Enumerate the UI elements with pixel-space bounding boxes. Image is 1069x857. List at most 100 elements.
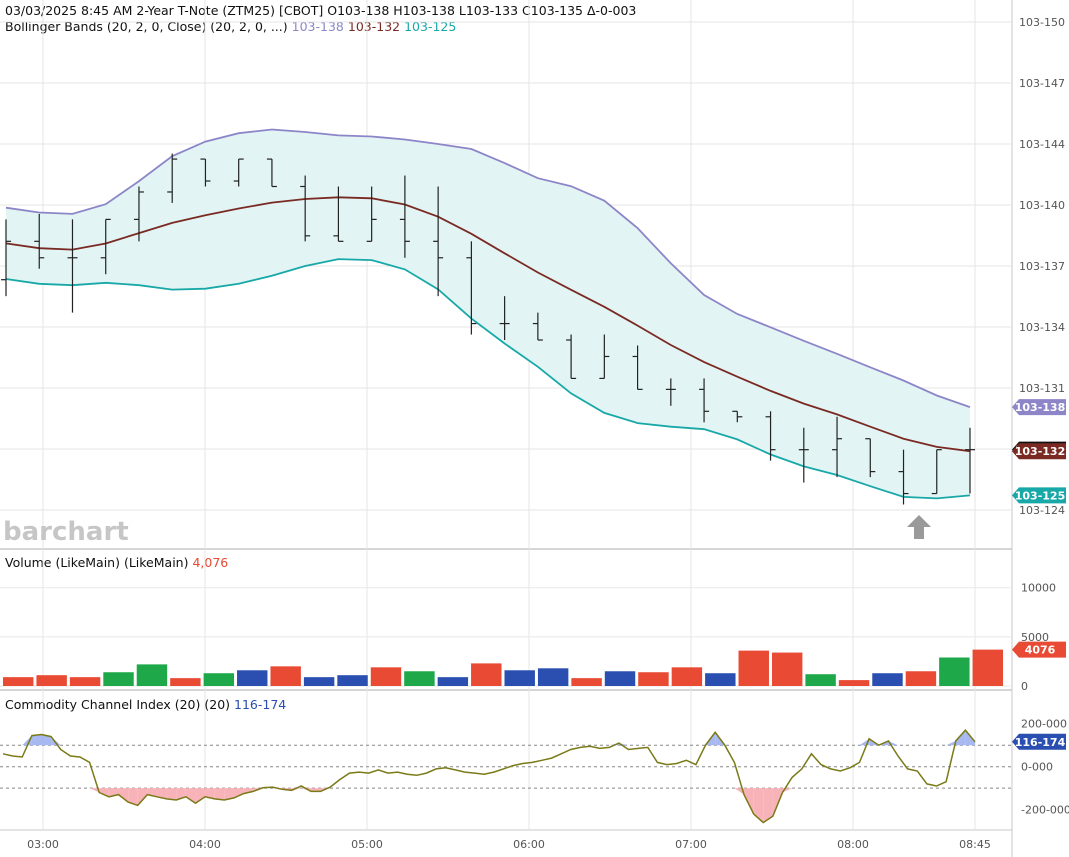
- cci-pane: [2, 729, 976, 824]
- volume-label: Volume (LikeMain) (LikeMain): [5, 555, 189, 570]
- cci-oversold-fill: [753, 788, 764, 823]
- volume-bar: [705, 673, 736, 686]
- cci-label: Commodity Channel Index (20) (20): [5, 697, 231, 712]
- y-tick-label: 103-144: [1019, 138, 1065, 151]
- cci-oversold-fill: [224, 788, 234, 800]
- volume-badge-shape: [1012, 641, 1066, 658]
- volume-bar: [537, 668, 569, 686]
- bollinger-mid-line: [5, 196, 971, 453]
- volume-bar: [604, 671, 636, 686]
- cci-overbought-fill: [22, 735, 32, 746]
- cci-line: [2, 729, 976, 824]
- volume-bar: [370, 667, 402, 686]
- x-tick-label: 06:00: [513, 838, 545, 851]
- axis-layer: 03:00 04:00 05:00 06:00 07:00 08:00 08:45 103-1…: [27, 16, 1069, 851]
- x-tick-label: 04:00: [189, 838, 221, 851]
- cci-overbought-fill: [31, 734, 42, 746]
- cci-overbought-fill: [41, 734, 52, 746]
- cci-header: Commodity Channel Index (20) (20) 116-174: [5, 697, 290, 712]
- y-tick-label: 103-137: [1019, 260, 1065, 273]
- cci-oversold-fill: [166, 788, 177, 800]
- ohlc-bar: [665, 378, 676, 406]
- ohlc-bar: [965, 427, 975, 494]
- upper-band-badge-shape: [1012, 399, 1066, 416]
- volume-bar: [69, 677, 101, 686]
- ohlc-bar: [333, 186, 344, 242]
- volume-badge-text: 4076: [1025, 644, 1056, 657]
- lower-band-badge-text: 103-125: [1015, 489, 1066, 502]
- bollinger-band-fill: [6, 129, 970, 499]
- cci-oversold-fill: [118, 788, 129, 803]
- scroll-up-arrow-icon[interactable]: [907, 515, 931, 539]
- y-tick-label: 103-134: [1019, 321, 1065, 334]
- cci-oversold-fill: [205, 788, 215, 799]
- barchart-watermark: barchart: [3, 517, 129, 547]
- y-tick-label: 103-140: [1019, 199, 1065, 212]
- ohlc-bar: [599, 334, 610, 380]
- y-tick-label: 103-150: [1019, 16, 1065, 29]
- mid-band-badge-shape: [1012, 443, 1066, 460]
- volume-bar: [203, 673, 235, 686]
- lower-band-badge-shape: [1012, 487, 1066, 504]
- ohlc-bar: [931, 449, 942, 495]
- ohlc-bar: [699, 378, 710, 423]
- cci-oversold-fill: [734, 788, 745, 795]
- cci-tick-label: 200-000: [1021, 718, 1067, 731]
- volume-bar: [270, 666, 301, 686]
- volume-bar: [103, 672, 134, 686]
- cci-oversold-fill: [99, 788, 109, 797]
- x-tick-label: 03:00: [27, 838, 59, 851]
- volume-bar: [36, 675, 67, 686]
- volume-bar: [504, 670, 535, 686]
- cci-tick-label: 0-000: [1021, 761, 1053, 774]
- ohlc-bar: [34, 213, 45, 269]
- ohlc-bar: [898, 449, 909, 505]
- ohlc-bar: [433, 186, 444, 297]
- cci-oversold-fill: [195, 788, 206, 804]
- y-tick-label: 103-147: [1019, 77, 1065, 90]
- volume-bar: [872, 673, 903, 686]
- price-header: 03/03/2025 8:45 AM 2-Year T-Note (ZTM25)…: [5, 3, 640, 18]
- bollinger-label: Bollinger Bands (20, 2, 0, Close) (20, 2…: [5, 19, 288, 34]
- volume-tick-label: 10000: [1021, 582, 1056, 595]
- cci-value: 116-174: [234, 697, 287, 712]
- bollinger-upper-line: [5, 128, 971, 408]
- cci-oversold-fill: [185, 788, 196, 804]
- ohlc-bar: [100, 218, 111, 275]
- ohlc-bar: [399, 175, 410, 258]
- volume-bar: [671, 667, 703, 686]
- ohlc-bar: [366, 186, 377, 242]
- volume-bar: [303, 677, 335, 686]
- bollinger-mid-value: 103-132: [347, 19, 401, 34]
- volume-bar: [638, 672, 669, 686]
- cci-badge: 116-174: [1012, 733, 1066, 750]
- ohlc-bar: [732, 410, 743, 423]
- cci-oversold-fill: [301, 788, 311, 792]
- volume-bar: [738, 650, 769, 686]
- y-tick-label: 103-131: [1019, 382, 1065, 395]
- cci-oversold-fill: [214, 788, 225, 800]
- upper-band-badge: 103-138: [1012, 399, 1066, 416]
- volume-bar: [905, 671, 937, 686]
- cci-oversold-fill: [763, 788, 773, 823]
- volume-bar: [805, 674, 836, 686]
- lower-band-badge: 103-125: [1012, 487, 1066, 504]
- volume-bar: [838, 680, 870, 686]
- bollinger-lower-line: [5, 258, 971, 500]
- ohlc-bar: [832, 416, 843, 478]
- ohlc-bar: [266, 158, 277, 188]
- ohlc-bar: [466, 241, 477, 335]
- volume-bar: [771, 652, 803, 686]
- ohlc-bar: [632, 345, 643, 390]
- volume-bar: [337, 675, 368, 686]
- volume-pane: [3, 649, 1003, 686]
- ohlc-bar: [1, 219, 11, 297]
- volume-tick-label: 5000: [1021, 631, 1049, 644]
- volume-bar: [471, 663, 502, 686]
- bollinger-lower-value: 103-125: [404, 19, 457, 34]
- y-tick-label: 103-124: [1019, 504, 1065, 517]
- cci-overbought-fill: [51, 736, 61, 746]
- ohlc-bar: [532, 312, 543, 341]
- cci-oversold-fill: [89, 788, 100, 793]
